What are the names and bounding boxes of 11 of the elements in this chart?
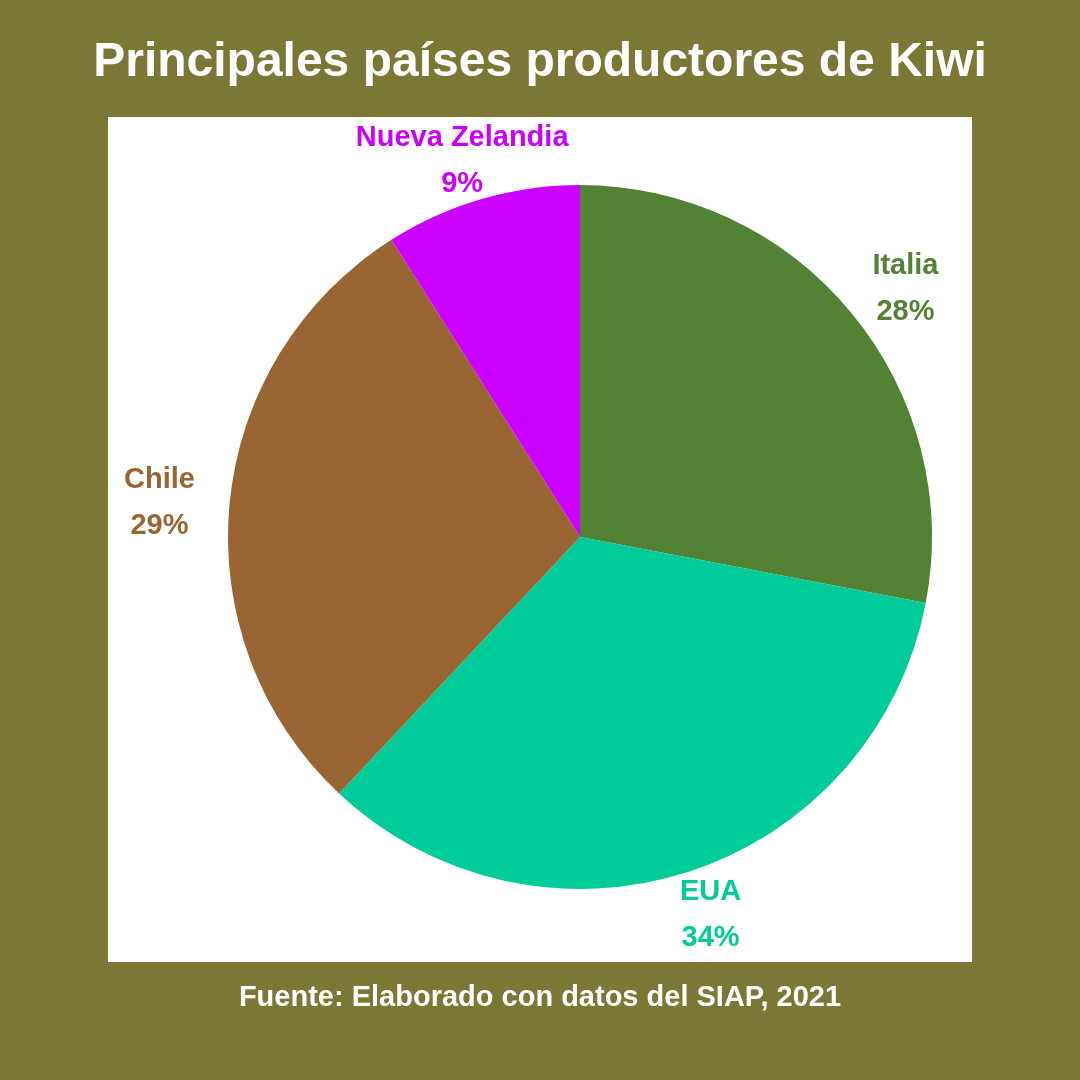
chart-title: Principales países productores de Kiwi (93, 33, 987, 86)
data-label: 28% (876, 293, 935, 326)
data-label: 9% (441, 166, 484, 199)
source-note: Fuente: Elaborado con datos del SIAP, 2021 (238, 980, 842, 1012)
data-label: 29% (130, 507, 189, 540)
slice-label: Nueva Zelandia (355, 120, 570, 153)
pie-slice (228, 239, 580, 794)
data-label: 34% (681, 919, 740, 952)
slice-label: Italia (872, 247, 940, 280)
slice-label: Chile (124, 461, 195, 494)
slice-label: EUA (679, 873, 742, 906)
